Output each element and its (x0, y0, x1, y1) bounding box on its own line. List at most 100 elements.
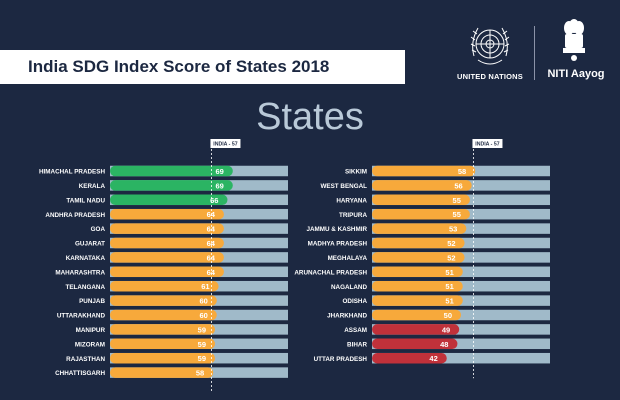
state-label: ANDHRA PRADESH (45, 212, 105, 219)
state-label: HIMACHAL PRADESH (39, 169, 105, 176)
bar (110, 208, 224, 220)
value-label: 51 (445, 282, 453, 291)
united-nations-emblem-icon (470, 27, 510, 65)
value-label: 60 (199, 311, 207, 320)
bar (110, 295, 217, 306)
state-label: PUNJAB (79, 298, 105, 305)
value-label: 58 (196, 369, 204, 378)
bar (372, 352, 447, 364)
value-label: 64 (207, 239, 216, 248)
niti-aayog-label: NITI Aayog (547, 68, 605, 80)
un-label: UNITED NATIONS (457, 72, 523, 81)
state-label: JAMMU & KASHMIR (306, 226, 367, 233)
state-label: NAGALAND (331, 284, 367, 291)
state-label: GOA (91, 226, 106, 233)
state-label: ARUNACHAL PRADESH (294, 269, 367, 276)
value-label: 50 (444, 311, 452, 320)
bar (110, 338, 216, 350)
reference-badge (210, 139, 241, 148)
bar (110, 280, 219, 292)
title-banner: India SDG Index Score of States 2018 (0, 50, 405, 84)
state-label: MEGHALAYA (328, 255, 368, 262)
bar (110, 266, 224, 278)
bar (110, 324, 216, 335)
state-label: UTTAR PRADESH (314, 356, 368, 363)
bar (372, 252, 465, 263)
state-label: KERALA (79, 183, 106, 190)
state-label: KARNATAKA (66, 255, 106, 262)
bar (372, 266, 463, 278)
value-label: 64 (207, 268, 216, 277)
page-title: India SDG Index Score of States 2018 (28, 57, 330, 76)
value-label: 58 (458, 167, 466, 176)
value-label: 52 (447, 253, 455, 262)
reference-label: INDIA - 57 (213, 142, 237, 148)
state-label: ODISHA (343, 298, 368, 305)
value-label: 60 (199, 297, 207, 306)
state-label: RAJASTHAN (66, 356, 105, 363)
bar (372, 208, 470, 220)
value-label: 51 (445, 268, 453, 277)
state-label: SIKKIM (345, 169, 367, 176)
bar (110, 223, 224, 234)
state-label: UTTARAKHAND (57, 313, 106, 320)
bar-track (372, 352, 550, 364)
state-label: MIZORAM (75, 341, 105, 348)
bar (372, 223, 467, 234)
section-heading: States (256, 96, 364, 138)
reference-label: INDIA - 57 (475, 142, 499, 148)
value-label: 55 (453, 210, 461, 219)
value-label: 52 (447, 239, 455, 248)
bar-track (372, 324, 550, 335)
bar (110, 352, 216, 364)
bar (110, 194, 228, 206)
state-label: GUJARAT (75, 241, 105, 248)
value-label: 59 (198, 340, 206, 349)
state-label: HARYANA (336, 197, 367, 204)
value-label: 61 (201, 282, 209, 291)
bar (372, 237, 465, 249)
value-label: 69 (215, 181, 223, 190)
value-label: 56 (454, 181, 462, 190)
value-label: 53 (449, 225, 457, 234)
state-label: MAHARASHTRA (55, 269, 105, 276)
bar (372, 309, 461, 321)
state-label: TELANGANA (65, 284, 105, 291)
bar (372, 295, 463, 306)
value-label: 59 (198, 325, 206, 334)
bar (110, 367, 214, 378)
bar (110, 252, 224, 263)
ashoka-emblem-icon (563, 19, 585, 61)
value-label: 59 (198, 354, 206, 363)
bar (110, 165, 233, 177)
bar (110, 237, 224, 249)
reference-badge (472, 139, 503, 148)
state-label: BIHAR (347, 341, 367, 348)
value-label: 51 (445, 297, 453, 306)
state-label: CHHATTISGARH (55, 370, 105, 377)
bar-track (372, 338, 550, 350)
value-label: 55 (453, 196, 461, 205)
state-label: MANIPUR (76, 327, 106, 334)
state-label: ASSAM (344, 327, 367, 334)
bar (372, 194, 470, 206)
state-label: JHARKHAND (327, 313, 367, 320)
value-label: 48 (440, 340, 448, 349)
bar (110, 309, 217, 321)
bar (110, 180, 233, 191)
state-label: MADHYA PRADESH (308, 241, 368, 248)
value-label: 49 (442, 325, 450, 334)
value-label: 66 (210, 196, 218, 205)
value-label: 69 (215, 167, 223, 176)
bar (372, 180, 472, 191)
value-label: 42 (429, 354, 437, 363)
bar (372, 280, 463, 292)
state-label: WEST BENGAL (320, 183, 367, 190)
state-label: TRIPURA (339, 212, 367, 219)
bar (372, 338, 458, 350)
state-label: TAMIL NADU (66, 197, 105, 204)
header-divider (534, 26, 535, 80)
bar (372, 165, 476, 177)
bar (372, 324, 460, 335)
